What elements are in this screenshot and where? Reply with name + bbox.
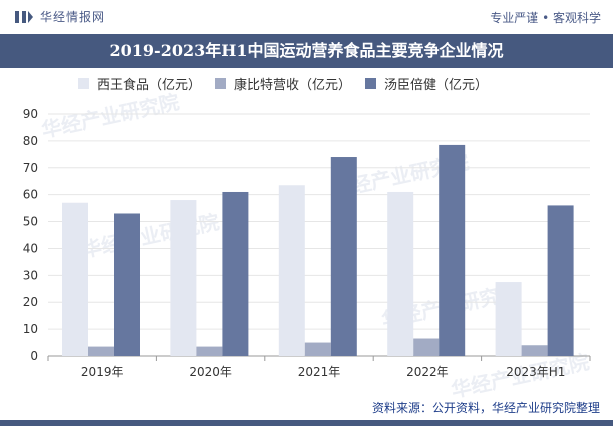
brand-name: 华经情报网	[40, 10, 106, 24]
bar-3	[547, 205, 574, 356]
brand: 华经情报网	[14, 8, 105, 25]
x-tick-label: 2019年	[81, 365, 124, 379]
bar-2	[88, 346, 114, 356]
x-tick-label: 2023年H1	[506, 365, 565, 379]
bar-1	[62, 202, 88, 356]
bar-2	[413, 338, 440, 356]
tagline: 专业严谨 • 客观科学	[490, 11, 601, 25]
bar-1	[495, 282, 522, 356]
bar-2	[304, 342, 331, 356]
x-tick-label: 2021年	[298, 365, 341, 379]
y-tick-label: 20	[23, 295, 38, 309]
bar-1	[170, 200, 197, 356]
x-tick-label: 2022年	[406, 365, 449, 379]
bar-1	[278, 185, 305, 356]
source-note: 资料来源：公开资料，华经产业研究院整理	[371, 401, 600, 415]
y-tick-label: 90	[23, 107, 38, 121]
y-tick-label: 70	[23, 161, 38, 175]
bar-2	[521, 345, 548, 356]
bar-1	[387, 191, 414, 356]
chart-title: 2019-2023年H1中国运动营养食品主要竞争企业情况	[0, 34, 613, 68]
legend-item-tangchen: 汤臣倍健（亿元）	[365, 74, 488, 93]
chart-legend: 西王食品（亿元） 康比特营收（亿元） 汤臣倍健（亿元）	[78, 74, 502, 93]
bottom-rule	[0, 420, 613, 426]
y-tick-label: 40	[23, 241, 38, 255]
top-bar: 华经情报网 专业严谨 • 客观科学	[0, 0, 613, 34]
y-tick-label: 50	[23, 215, 38, 229]
legend-label: 西王食品（亿元）	[97, 78, 202, 93]
y-tick-label: 80	[23, 134, 38, 148]
brand-logo-icon	[15, 10, 33, 23]
bar-chart: 0 10 20 30 40 50 60 70 80 90 2019年 2020年 2021年 2022年 2…	[23, 107, 591, 379]
bar-3	[222, 191, 249, 356]
legend-label: 康比特营收（亿元）	[234, 78, 352, 93]
y-tick-label: 10	[23, 322, 38, 336]
legend-swatch	[78, 78, 89, 89]
legend-label: 汤臣倍健（亿元）	[384, 78, 489, 93]
legend-swatch	[365, 78, 377, 89]
bar-3	[439, 144, 466, 356]
y-tick-label: 30	[23, 268, 38, 282]
legend-item-xiwang: 西王食品（亿元）	[78, 74, 201, 93]
legend-item-kangbite: 康比特营收（亿元）	[215, 74, 351, 93]
x-tick-label: 2020年	[189, 365, 232, 379]
bar-3	[114, 213, 140, 356]
legend-swatch	[215, 78, 227, 89]
bar-2	[196, 346, 223, 356]
y-tick-label: 0	[30, 349, 38, 363]
y-tick-label: 60	[23, 188, 38, 202]
bar-3	[330, 157, 357, 356]
